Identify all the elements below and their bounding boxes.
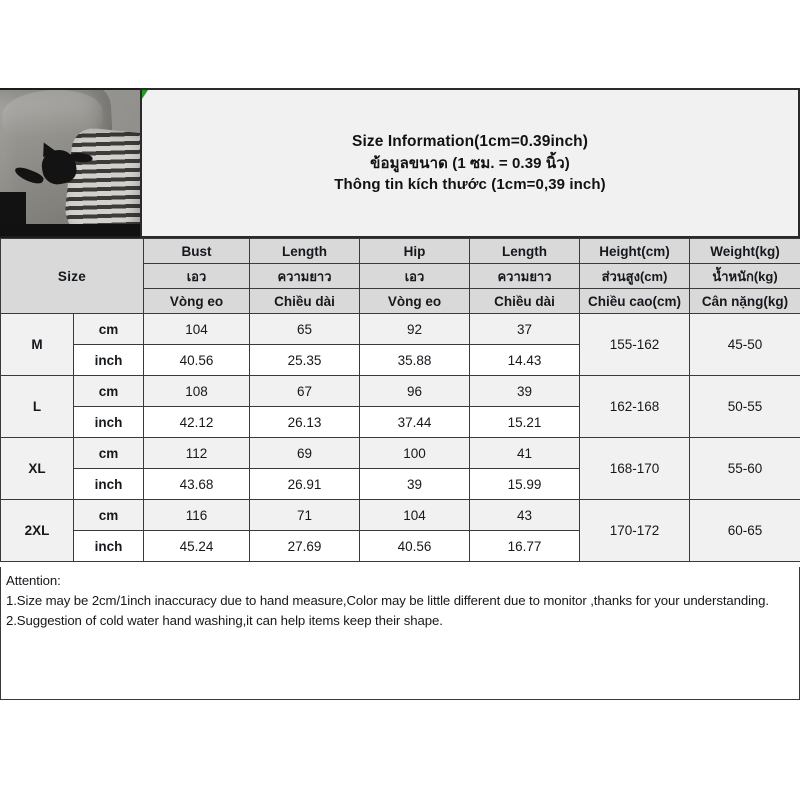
- size-table: Size Bust Length Hip Length Height(cm) W…: [0, 238, 800, 562]
- size-column-header: Size: [0, 238, 144, 314]
- table-row: inch 45.24 27.69 40.56 16.77: [1, 530, 800, 562]
- cell-cm-0: 108: [143, 375, 250, 407]
- col-header-weight-en: Weight(kg): [689, 238, 800, 264]
- product-photo-image: [0, 90, 140, 236]
- cell-inch-3: 15.99: [469, 468, 580, 500]
- cell-height-range: 155-162: [579, 313, 690, 376]
- cell-weight-range: 55-60: [689, 437, 800, 500]
- cell-weight-range: 50-55: [689, 375, 800, 438]
- title-line-english: Size Information(1cm=0.39inch): [352, 132, 588, 150]
- col-header-length1-vi: Chiều dài: [249, 288, 360, 314]
- product-photo: [0, 88, 140, 238]
- col-header-length2-th: ความยาว: [469, 263, 580, 289]
- attention-note: Attention: 1.Size may be 2cm/1inch inacc…: [0, 567, 800, 700]
- col-header-length1-en: Length: [249, 238, 360, 264]
- col-header-length2-en: Length: [469, 238, 580, 264]
- col-header-bust-th: เอว: [143, 263, 250, 289]
- cell-inch-1: 26.91: [249, 468, 360, 500]
- cell-cm-0: 116: [143, 499, 250, 531]
- table-row: inch 43.68 26.91 39 15.99: [1, 468, 800, 500]
- size-label-m: M: [0, 313, 74, 376]
- table-row: inch 40.56 25.35 35.88 14.43: [1, 344, 800, 376]
- cell-cm-1: 67: [249, 375, 360, 407]
- unit-label-cm: cm: [73, 437, 144, 469]
- cell-inch-2: 37.44: [359, 406, 470, 438]
- striped-fabric-shape: [62, 126, 140, 236]
- header-band: Size Information(1cm=0.39inch) ข้อมูลขนา…: [0, 88, 800, 238]
- cell-inch-1: 27.69: [249, 530, 360, 562]
- col-header-height-en: Height(cm): [579, 238, 690, 264]
- cell-inch-1: 26.13: [249, 406, 360, 438]
- cell-inch-3: 15.21: [469, 406, 580, 438]
- cell-inch-1: 25.35: [249, 344, 360, 376]
- unit-label-inch: inch: [73, 344, 144, 376]
- unit-label-inch: inch: [73, 468, 144, 500]
- attention-heading: Attention:: [6, 573, 61, 588]
- cell-cm-0: 104: [143, 313, 250, 345]
- cell-weight-range: 45-50: [689, 313, 800, 376]
- title-line-vietnamese: Thông tin kích thước (1cm=0,39 inch): [334, 176, 606, 193]
- table-header-row-vietnamese: Vòng eo Chiều dài Vòng eo Chiều dài Chiề…: [1, 288, 800, 314]
- cell-cm-2: 100: [359, 437, 470, 469]
- col-header-hip-en: Hip: [359, 238, 470, 264]
- col-header-hip-th: เอว: [359, 263, 470, 289]
- cell-cm-1: 65: [249, 313, 360, 345]
- col-header-length2-vi: Chiều dài: [469, 288, 580, 314]
- table-header-row-thai: เอว ความยาว เอว ความยาว ส่วนสูง(cm) น้ำห…: [1, 263, 800, 289]
- col-header-height-vi: Chiều cao(cm): [579, 288, 690, 314]
- cell-cm-2: 92: [359, 313, 470, 345]
- title-box: Size Information(1cm=0.39inch) ข้อมูลขนา…: [140, 88, 800, 238]
- col-header-height-th: ส่วนสูง(cm): [579, 263, 690, 289]
- col-header-hip-vi: Vòng eo: [359, 288, 470, 314]
- col-header-weight-th: น้ำหนัก(kg): [689, 263, 800, 289]
- cell-cm-3: 39: [469, 375, 580, 407]
- cell-inch-2: 39: [359, 468, 470, 500]
- cell-inch-3: 14.43: [469, 344, 580, 376]
- cell-inch-2: 40.56: [359, 530, 470, 562]
- cell-cm-2: 104: [359, 499, 470, 531]
- col-header-weight-vi: Cân nặng(kg): [689, 288, 800, 314]
- cell-inch-0: 45.24: [143, 530, 250, 562]
- title-line-thai: ข้อมูลขนาด (1 ซม. = 0.39 นิ้ว): [370, 154, 570, 172]
- size-label-xl: XL: [0, 437, 74, 500]
- cell-height-range: 162-168: [579, 375, 690, 438]
- unit-label-cm: cm: [73, 313, 144, 345]
- cell-cm-2: 96: [359, 375, 470, 407]
- cell-inch-0: 40.56: [143, 344, 250, 376]
- green-corner-marker-icon: [142, 90, 148, 99]
- photo-dark-bottom-edge: [0, 224, 140, 236]
- table-header-row-english: Size Bust Length Hip Length Height(cm) W…: [0, 238, 800, 314]
- cell-cm-1: 69: [249, 437, 360, 469]
- cell-inch-0: 43.68: [143, 468, 250, 500]
- attention-line-2: 2.Suggestion of cold water hand washing,…: [6, 613, 443, 629]
- cell-weight-range: 60-65: [689, 499, 800, 562]
- col-header-bust-en: Bust: [143, 238, 250, 264]
- cell-inch-2: 35.88: [359, 344, 470, 376]
- unit-label-inch: inch: [73, 406, 144, 438]
- col-header-bust-vi: Vòng eo: [143, 288, 250, 314]
- cell-inch-3: 16.77: [469, 530, 580, 562]
- cell-cm-3: 43: [469, 499, 580, 531]
- cell-cm-3: 41: [469, 437, 580, 469]
- cell-cm-0: 112: [143, 437, 250, 469]
- size-label-2xl: 2XL: [0, 499, 74, 562]
- table-row: XL cm 112 69 100 41 168-170 55-60: [0, 437, 800, 500]
- size-label-l: L: [0, 375, 74, 438]
- unit-label-cm: cm: [73, 375, 144, 407]
- cell-cm-3: 37: [469, 313, 580, 345]
- unit-label-inch: inch: [73, 530, 144, 562]
- cell-height-range: 168-170: [579, 437, 690, 500]
- cell-height-range: 170-172: [579, 499, 690, 562]
- unit-label-cm: cm: [73, 499, 144, 531]
- attention-line-1: 1.Size may be 2cm/1inch inaccuracy due t…: [6, 593, 769, 609]
- table-row: 2XL cm 116 71 104 43 170-172 60-65: [0, 499, 800, 562]
- col-header-length1-th: ความยาว: [249, 263, 360, 289]
- cell-cm-1: 71: [249, 499, 360, 531]
- cell-inch-0: 42.12: [143, 406, 250, 438]
